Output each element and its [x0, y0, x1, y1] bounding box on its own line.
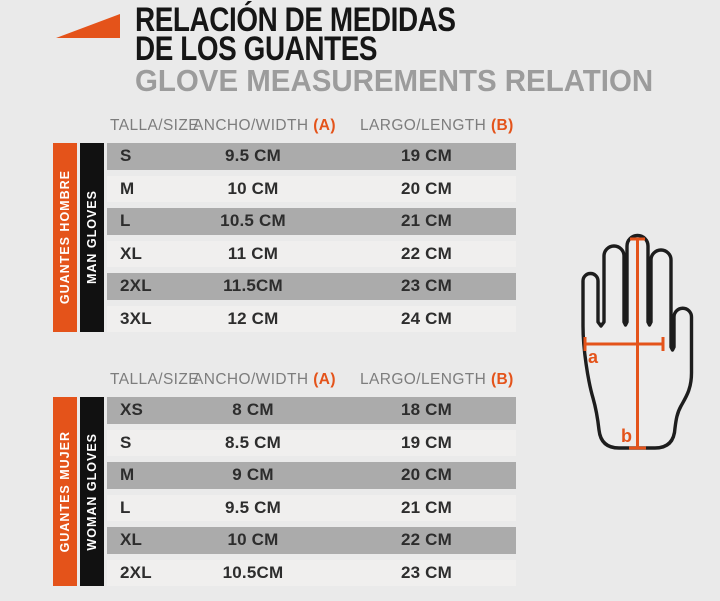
width-cell: 10 CM	[227, 530, 279, 550]
table-row: 2XL 10.5CM 23 CM	[107, 559, 516, 586]
men-group-label-es: GUANTES HOMBRE	[58, 170, 72, 305]
men-table-header: TALLA/SIZE ANCHO/WIDTH (A) LARGO/LENGTH …	[53, 112, 516, 143]
men-group-label-en: MAN GLOVES	[85, 190, 99, 285]
column-header-width: ANCHO/WIDTH (A)	[193, 371, 336, 389]
width-label-a: a	[588, 347, 599, 367]
page-title-line1: RELACIÓN DE MEDIDAS	[135, 1, 456, 39]
table-row: 2XL 11.5CM 23 CM	[107, 273, 516, 300]
table-row: M 9 CM 20 CM	[107, 462, 516, 489]
size-cell: S	[120, 146, 132, 166]
column-header-size: TALLA/SIZE	[110, 117, 199, 134]
length-cell: 23 CM	[400, 562, 453, 582]
table-row: XL 11 CM 22 CM	[107, 240, 516, 267]
men-group-bar-en: MAN GLOVES	[80, 143, 104, 332]
length-cell: 19 CM	[400, 146, 453, 166]
column-header-length: LARGO/LENGTH (B)	[360, 117, 514, 135]
column-header-size: TALLA/SIZE	[110, 371, 199, 388]
women-group-bar-es: GUANTES MUJER	[53, 397, 77, 586]
column-header-width-key: (A)	[313, 117, 336, 134]
men-table-body: GUANTES HOMBRE MAN GLOVES S 9.5 CM 19 CM…	[53, 143, 516, 332]
table-row: 3XL 12 CM 24 CM	[107, 305, 516, 332]
women-table-header: TALLA/SIZE ANCHO/WIDTH (A) LARGO/LENGTH …	[53, 366, 516, 397]
width-cell: 10 CM	[227, 178, 279, 198]
column-header-length: LARGO/LENGTH (B)	[360, 371, 514, 389]
men-gloves-table: TALLA/SIZE ANCHO/WIDTH (A) LARGO/LENGTH …	[53, 112, 516, 332]
length-cell: 19 CM	[400, 432, 453, 452]
size-cell: 3XL	[120, 308, 152, 328]
brand-triangle-logo	[56, 14, 120, 38]
length-cell: 22 CM	[400, 530, 453, 550]
column-header-length-key: (B)	[490, 117, 514, 134]
table-row: S 8.5 CM 19 CM	[107, 429, 516, 456]
width-cell: 10.5CM	[222, 562, 284, 582]
table-row: XS 8 CM 18 CM	[107, 397, 516, 424]
table-row: S 9.5 CM 19 CM	[107, 143, 516, 170]
length-cell: 24 CM	[400, 308, 453, 328]
column-header-width-key: (A)	[313, 371, 336, 388]
length-cell: 18 CM	[400, 400, 453, 420]
column-header-width-text: ANCHO/WIDTH	[193, 117, 314, 134]
width-cell: 9.5 CM	[225, 497, 281, 517]
length-cell: 23 CM	[400, 276, 453, 296]
size-cell: XL	[120, 243, 143, 263]
size-cell: 2XL	[120, 562, 152, 582]
page-title-line2: DE LOS GUANTES	[135, 30, 378, 68]
length-cell: 21 CM	[400, 497, 453, 517]
length-cell: 20 CM	[400, 178, 453, 198]
size-cell: 2XL	[120, 276, 152, 296]
length-label-b: b	[621, 426, 632, 446]
table-row: L 10.5 CM 21 CM	[107, 208, 516, 235]
length-cell: 20 CM	[400, 465, 453, 485]
page-heading: RELACIÓN DE MEDIDAS DE LOS GUANTES GLOVE…	[135, 1, 680, 98]
women-group-label-es: GUANTES MUJER	[58, 430, 72, 553]
width-cell: 11.5CM	[223, 276, 283, 296]
width-cell: 8 CM	[232, 400, 274, 420]
women-gloves-table: TALLA/SIZE ANCHO/WIDTH (A) LARGO/LENGTH …	[53, 366, 516, 586]
size-cell: XS	[120, 400, 144, 420]
women-table-body: GUANTES MUJER WOMAN GLOVES XS 8 CM 18 CM…	[53, 397, 516, 586]
women-table-rows: XS 8 CM 18 CM S 8.5 CM 19 CM M 9 CM 20 C…	[107, 397, 516, 586]
page-subtitle: GLOVE MEASUREMENTS RELATION	[135, 63, 654, 98]
column-header-length-text: LARGO/LENGTH	[360, 117, 491, 134]
width-cell: 12 CM	[227, 308, 279, 328]
width-cell: 9.5 CM	[225, 146, 281, 166]
column-header-width-text: ANCHO/WIDTH	[193, 371, 314, 388]
women-group-label-en: WOMAN GLOVES	[85, 432, 99, 551]
men-group-bar-es: GUANTES HOMBRE	[53, 143, 77, 332]
length-cell: 21 CM	[400, 211, 453, 231]
table-row: XL 10 CM 22 CM	[107, 527, 516, 554]
size-cell: S	[120, 432, 132, 452]
width-cell: 8.5 CM	[225, 432, 281, 452]
column-header-width: ANCHO/WIDTH (A)	[193, 117, 336, 135]
women-group-bar-en: WOMAN GLOVES	[80, 397, 104, 586]
column-header-length-text: LARGO/LENGTH	[360, 371, 491, 388]
width-cell: 10.5 CM	[220, 211, 286, 231]
width-cell: 11 CM	[227, 243, 279, 263]
size-cell: M	[120, 465, 135, 485]
width-cell: 9 CM	[232, 465, 274, 485]
column-header-length-key: (B)	[490, 371, 514, 388]
length-cell: 22 CM	[400, 243, 453, 263]
size-cell: L	[120, 211, 131, 231]
table-row: L 9.5 CM 21 CM	[107, 494, 516, 521]
size-cell: XL	[120, 530, 143, 550]
men-table-rows: S 9.5 CM 19 CM M 10 CM 20 CM L 10.5 CM 2…	[107, 143, 516, 332]
hand-measurement-diagram: a b	[581, 233, 694, 450]
size-cell: L	[120, 497, 131, 517]
table-row: M 10 CM 20 CM	[107, 175, 516, 202]
size-cell: M	[120, 178, 135, 198]
